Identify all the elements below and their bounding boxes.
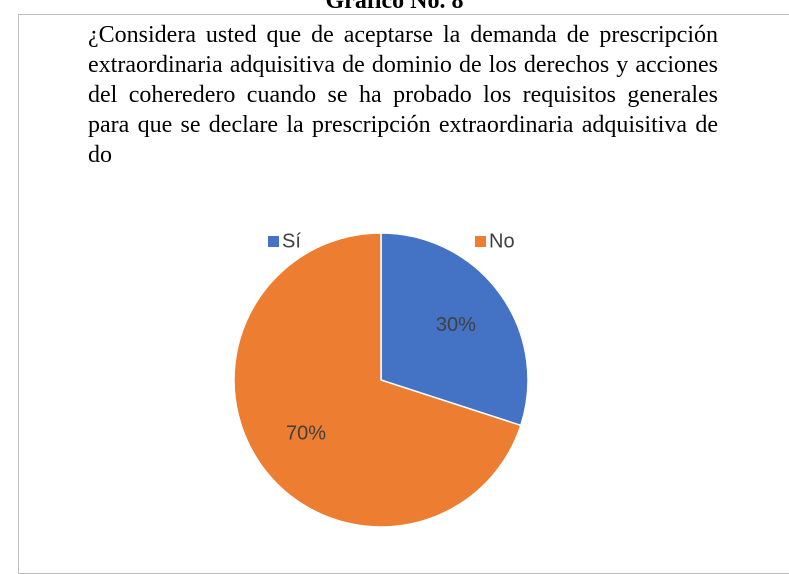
heading: Gráfico No. 8: [325, 0, 464, 14]
pie-slice: [233, 232, 522, 528]
chart-title: ¿Considera usted que de aceptarse la dem…: [88, 22, 718, 168]
data-label: 70%: [286, 423, 326, 445]
pie-slice: [380, 232, 529, 427]
page: Gráfico No. 8 ¿Considera usted que de ac…: [18, 0, 789, 574]
legend-swatch: [475, 236, 486, 247]
legend-label: Sí: [282, 230, 301, 252]
legend-swatch: [268, 236, 279, 247]
chart: 30% 70% Sí No: [233, 230, 529, 528]
legend-label: No: [489, 230, 515, 252]
data-label: 30%: [436, 314, 476, 336]
